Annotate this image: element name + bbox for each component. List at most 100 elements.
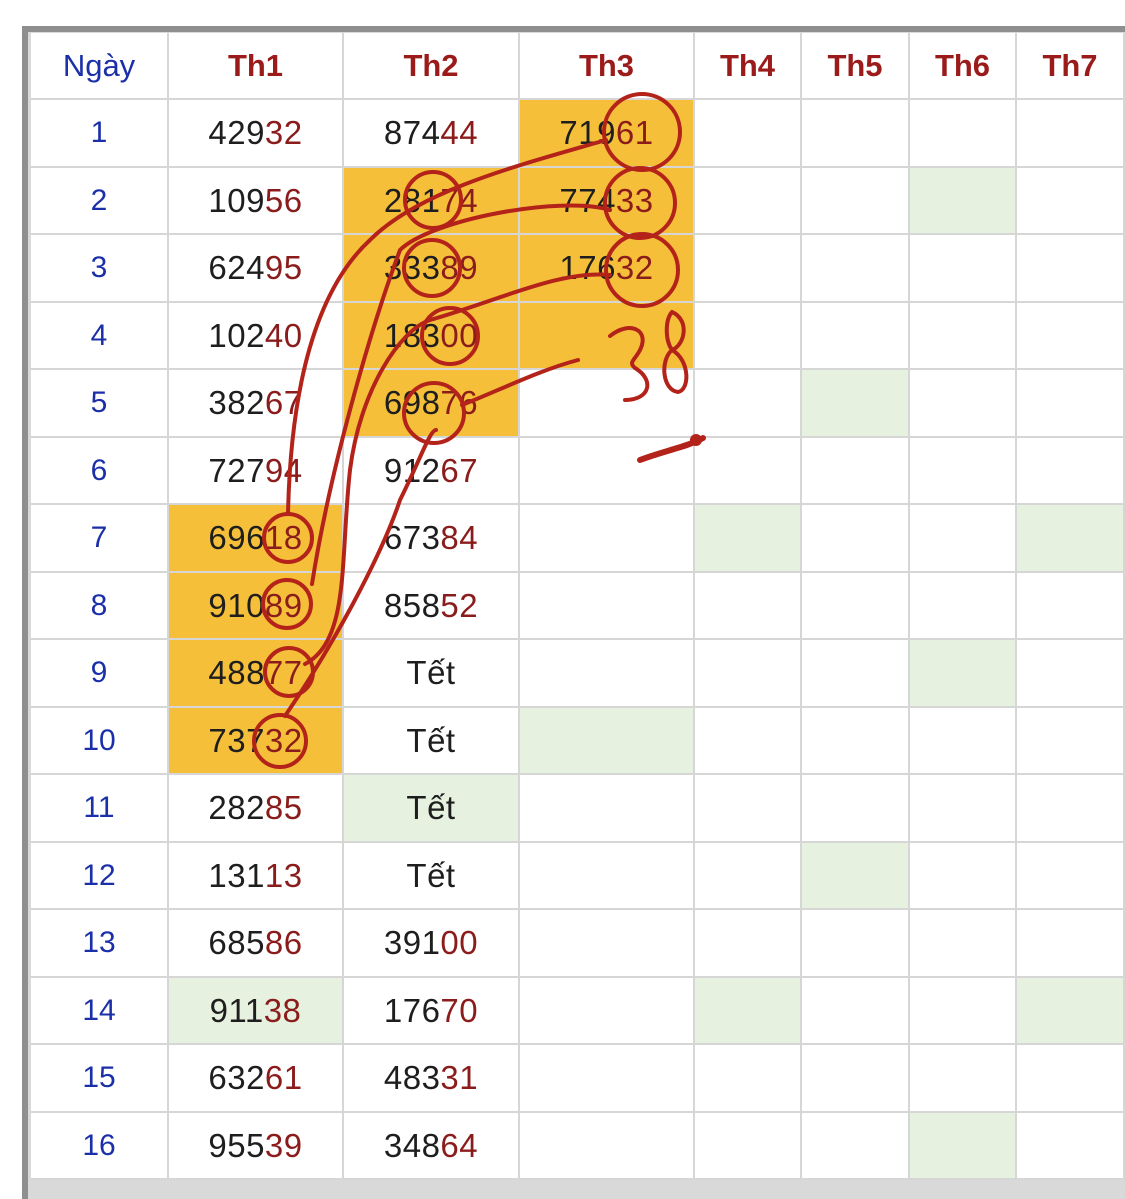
- day-cell: 5: [31, 370, 169, 438]
- result-cell-th6: [910, 505, 1017, 573]
- result-cell-th3: 774 33: [520, 168, 695, 235]
- result-cell-th6: [910, 640, 1017, 708]
- result-cell-th4: [695, 573, 802, 640]
- number-head: 719: [559, 114, 616, 151]
- result-cell-th3: [520, 303, 695, 370]
- number-head: 109: [208, 181, 265, 219]
- result-cell-th3: [520, 978, 695, 1045]
- result-cell-th3: [520, 775, 695, 843]
- result-cell-th3: 176 32: [520, 235, 695, 303]
- result-cell-th7: [1017, 235, 1125, 303]
- number-head: 333: [383, 249, 441, 286]
- result-cell-th3: [520, 573, 695, 640]
- result-cell-th1: 429 32: [169, 100, 344, 168]
- result-cell-th6: [910, 1045, 1017, 1113]
- number-head: 429: [208, 114, 265, 151]
- result-cell-th1: 737 32: [169, 708, 344, 775]
- result-cell-th5: [802, 168, 910, 235]
- result-cell-th7: [1017, 505, 1125, 573]
- day-cell: 4: [31, 303, 169, 370]
- column-header-th5: Th5: [802, 33, 910, 100]
- result-cell-th5: [802, 573, 910, 640]
- result-cell-th2: 183 00: [344, 303, 520, 370]
- number-tail: 13: [264, 856, 303, 894]
- result-cell-th1: 624 95: [169, 235, 344, 303]
- number-head: 696: [208, 519, 265, 556]
- column-header-th3: Th3: [520, 33, 695, 100]
- day-cell: 8: [31, 573, 169, 640]
- result-cell-th6: [910, 303, 1017, 370]
- number-head: 632: [208, 1059, 265, 1096]
- number-head: 774: [559, 181, 616, 219]
- result-cell-th3: [520, 438, 695, 505]
- result-cell-th5: [802, 235, 910, 303]
- result-cell-th2: 673 84: [344, 505, 520, 573]
- result-cell-th4: [695, 1113, 802, 1180]
- result-cell-th6: [910, 168, 1017, 235]
- number-tail: 89: [440, 249, 479, 286]
- result-cell-th2: 348 64: [344, 1113, 520, 1180]
- number-tail: 61: [264, 1059, 303, 1096]
- result-cell-th2: 333 89: [344, 235, 520, 303]
- number-head: 483: [383, 1059, 441, 1096]
- number-head: 698: [383, 384, 441, 421]
- result-cell-th6: [910, 775, 1017, 843]
- result-cell-th6: [910, 978, 1017, 1045]
- number-head: 912: [383, 451, 441, 489]
- result-cell-th6: [910, 1113, 1017, 1180]
- day-cell: 16: [31, 1113, 169, 1180]
- result-cell-th2: Tết: [344, 843, 520, 910]
- result-cell-th5: [802, 303, 910, 370]
- number-tail: 39: [264, 1126, 303, 1164]
- number-tail: 77: [264, 654, 303, 691]
- result-cell-th7: [1017, 910, 1125, 978]
- result-cell-th4: [695, 168, 802, 235]
- day-cell: 6: [31, 438, 169, 505]
- result-cell-th3: 719 61: [520, 100, 695, 168]
- number-head: 348: [383, 1126, 441, 1164]
- number-tail: 00: [440, 924, 479, 961]
- result-cell-th4: [695, 370, 802, 438]
- result-cell-th4: [695, 910, 802, 978]
- number-tail: 40: [264, 316, 303, 354]
- number-head: 727: [208, 451, 265, 489]
- column-header-th6: Th6: [910, 33, 1017, 100]
- number-head: 624: [208, 249, 265, 286]
- result-cell-th1: 109 56: [169, 168, 344, 235]
- result-cell-th2: 858 52: [344, 573, 520, 640]
- number-tail: 70: [440, 991, 479, 1029]
- number-head: 874: [383, 114, 441, 151]
- day-cell: 2: [31, 168, 169, 235]
- result-cell-th4: [695, 1045, 802, 1113]
- result-cell-th7: [1017, 843, 1125, 910]
- results-table: Ngày Th1 Th2 Th3 Th4 Th5 Th6 Th7 1 429 32 874 44 719 6…: [31, 33, 1125, 1199]
- day-cell: 3: [31, 235, 169, 303]
- result-cell-th1: 131 13: [169, 843, 344, 910]
- result-cell-th1: 685 86: [169, 910, 344, 978]
- result-cell-th7: [1017, 775, 1125, 843]
- result-cell-th3: [520, 1113, 695, 1180]
- result-cell-th7: [1017, 708, 1125, 775]
- result-cell-th5: [802, 438, 910, 505]
- result-cell-th1: 102 40: [169, 303, 344, 370]
- result-cell-th2: Tết: [344, 775, 520, 843]
- result-cell-th4: [695, 438, 802, 505]
- result-cell-th6: [910, 910, 1017, 978]
- number-head: 858: [383, 586, 441, 624]
- result-cell-th3: [520, 910, 695, 978]
- result-cell-th7: [1017, 573, 1125, 640]
- result-cell-th5: [802, 978, 910, 1045]
- number-tail: 31: [440, 1059, 479, 1096]
- result-cell-th1: 696 18: [169, 505, 344, 573]
- result-cell-th6: [910, 438, 1017, 505]
- result-cell-th2: Tết: [344, 708, 520, 775]
- number-tail: 85: [264, 789, 303, 826]
- day-cell: 9: [31, 640, 169, 708]
- result-cell-th3: [520, 370, 695, 438]
- number-tail: 52: [440, 586, 479, 624]
- result-cell-th1: 382 67: [169, 370, 344, 438]
- number-tail: 56: [264, 181, 303, 219]
- number-tail: 33: [615, 181, 654, 219]
- result-cell-th7: [1017, 640, 1125, 708]
- result-cell-th1: 488 77: [169, 640, 344, 708]
